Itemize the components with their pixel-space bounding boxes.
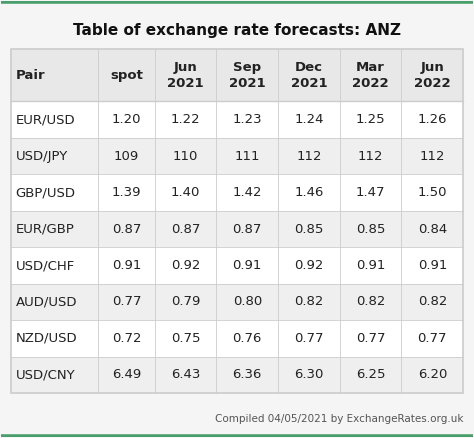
Text: 0.75: 0.75: [171, 332, 201, 345]
Text: NZD/USD: NZD/USD: [16, 332, 77, 345]
Text: Table of exchange rate forecasts: ANZ: Table of exchange rate forecasts: ANZ: [73, 23, 401, 38]
Text: 6.25: 6.25: [356, 368, 385, 381]
Text: Compiled 04/05/2021 by ExchangeRates.org.uk: Compiled 04/05/2021 by ExchangeRates.org…: [215, 413, 463, 424]
Text: USD/JPY: USD/JPY: [16, 150, 68, 162]
Text: 0.77: 0.77: [112, 296, 141, 308]
Bar: [11, 102, 463, 138]
Text: EUR/USD: EUR/USD: [16, 113, 75, 126]
Text: 1.46: 1.46: [294, 186, 324, 199]
Bar: [11, 320, 463, 357]
Text: 0.91: 0.91: [112, 259, 141, 272]
Bar: [11, 49, 463, 102]
Text: 1.24: 1.24: [294, 113, 324, 126]
Text: 0.80: 0.80: [233, 296, 262, 308]
Text: 1.50: 1.50: [418, 186, 447, 199]
Text: 112: 112: [358, 150, 383, 162]
Bar: [11, 247, 463, 284]
Text: USD/CNY: USD/CNY: [16, 368, 75, 381]
Text: 0.87: 0.87: [233, 223, 262, 236]
Text: spot: spot: [110, 69, 143, 82]
Text: 1.26: 1.26: [418, 113, 447, 126]
Text: AUD/USD: AUD/USD: [16, 296, 77, 308]
Text: 0.91: 0.91: [418, 259, 447, 272]
Text: 0.85: 0.85: [356, 223, 385, 236]
Text: 1.42: 1.42: [233, 186, 262, 199]
Text: 1.25: 1.25: [356, 113, 385, 126]
Text: 0.82: 0.82: [418, 296, 447, 308]
Text: 0.91: 0.91: [356, 259, 385, 272]
Text: Mar
2022: Mar 2022: [352, 61, 389, 90]
Bar: [11, 357, 463, 393]
Text: 0.87: 0.87: [171, 223, 201, 236]
Text: 0.82: 0.82: [356, 296, 385, 308]
Text: 1.22: 1.22: [171, 113, 201, 126]
Text: 0.76: 0.76: [233, 332, 262, 345]
Text: 0.77: 0.77: [418, 332, 447, 345]
Text: 6.20: 6.20: [418, 368, 447, 381]
Text: 6.30: 6.30: [294, 368, 324, 381]
Bar: [11, 284, 463, 320]
Bar: [11, 174, 463, 211]
Text: 110: 110: [173, 150, 198, 162]
Bar: [11, 49, 463, 393]
Text: 0.77: 0.77: [356, 332, 385, 345]
Text: 1.40: 1.40: [171, 186, 201, 199]
Text: 109: 109: [114, 150, 139, 162]
Text: Jun
2021: Jun 2021: [167, 61, 204, 90]
Text: 0.72: 0.72: [112, 332, 141, 345]
Text: 1.23: 1.23: [232, 113, 262, 126]
Bar: [11, 138, 463, 174]
Bar: [11, 211, 463, 247]
Text: USD/CHF: USD/CHF: [16, 259, 75, 272]
Text: 6.49: 6.49: [112, 368, 141, 381]
Text: 6.43: 6.43: [171, 368, 201, 381]
Text: 0.92: 0.92: [294, 259, 324, 272]
Text: 0.79: 0.79: [171, 296, 201, 308]
Text: 1.20: 1.20: [112, 113, 141, 126]
Text: EUR/GBP: EUR/GBP: [16, 223, 74, 236]
Text: 112: 112: [419, 150, 445, 162]
Text: 6.36: 6.36: [233, 368, 262, 381]
Text: 0.82: 0.82: [294, 296, 324, 308]
Text: 0.91: 0.91: [233, 259, 262, 272]
Text: Pair: Pair: [16, 69, 45, 82]
Text: 0.87: 0.87: [112, 223, 141, 236]
Text: Sep
2021: Sep 2021: [229, 61, 265, 90]
Text: 0.85: 0.85: [294, 223, 324, 236]
Text: GBP/USD: GBP/USD: [16, 186, 75, 199]
Text: 1.47: 1.47: [356, 186, 385, 199]
Text: 0.92: 0.92: [171, 259, 201, 272]
Text: Dec
2021: Dec 2021: [291, 61, 327, 90]
Text: Jun
2022: Jun 2022: [414, 61, 451, 90]
Text: 112: 112: [296, 150, 322, 162]
Text: 0.77: 0.77: [294, 332, 324, 345]
Text: 111: 111: [235, 150, 260, 162]
Text: 0.84: 0.84: [418, 223, 447, 236]
Text: 1.39: 1.39: [112, 186, 141, 199]
